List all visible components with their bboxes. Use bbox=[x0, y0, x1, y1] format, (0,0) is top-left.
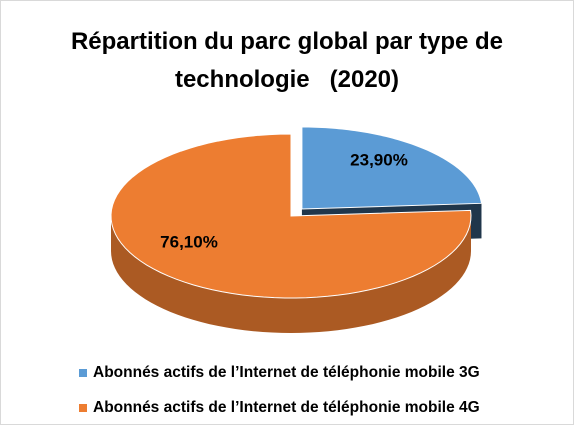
chart-title: Répartition du parc global par type de t… bbox=[70, 28, 510, 93]
slice bbox=[110, 133, 472, 299]
slice bbox=[301, 126, 483, 210]
legend-label: Abonnés actifs de l’Internet de téléphon… bbox=[93, 364, 480, 381]
data-label: 76,10% bbox=[160, 232, 218, 251]
legend-label: Abonnés actifs de l’Internet de téléphon… bbox=[93, 399, 480, 416]
slice-side bbox=[111, 216, 471, 333]
legend-marker bbox=[79, 369, 87, 377]
legend-marker bbox=[79, 404, 87, 412]
data-label: 23,90% bbox=[350, 150, 408, 169]
